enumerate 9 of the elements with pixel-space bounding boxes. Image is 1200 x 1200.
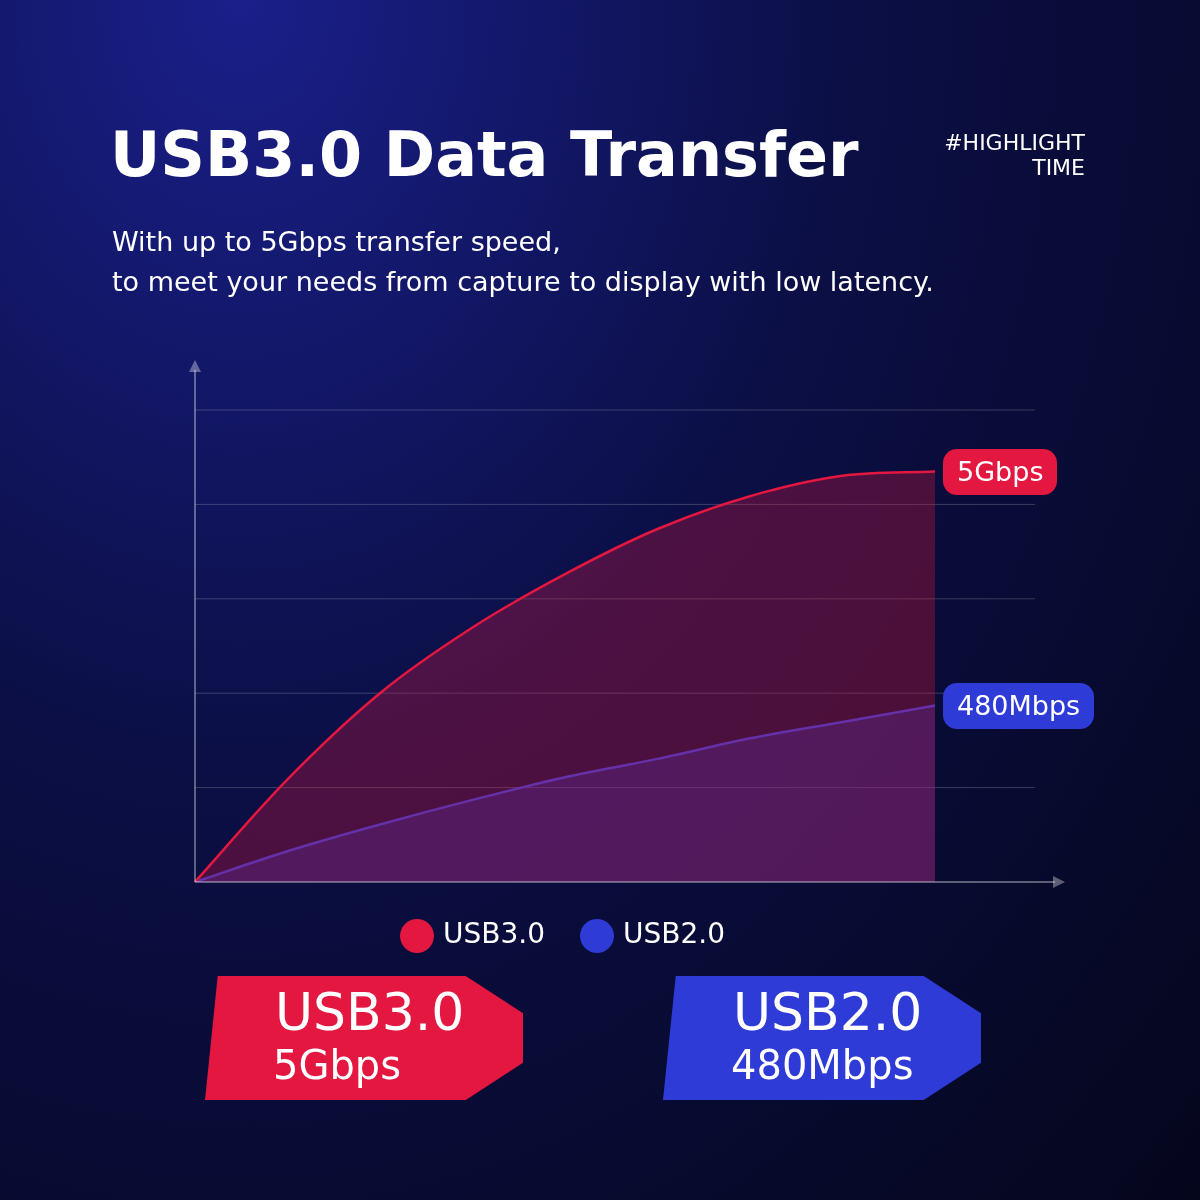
annotation: 5Gbps bbox=[943, 448, 1058, 495]
annotation: 480Mbps bbox=[943, 682, 1095, 729]
chart-subtitle: With up to 5Gbps transfer speed, to meet your needs from capture to display with low latency. bbox=[112, 225, 934, 299]
text: USB3.0 5Gbps bbox=[273, 982, 465, 1090]
text: USB2.0 480Mbps bbox=[731, 982, 923, 1090]
text: #HIGHLIGHT TIME bbox=[944, 130, 1085, 180]
legend-label: USB3.0 bbox=[442, 917, 546, 951]
chart-title: USB3.0 Data Transfer bbox=[110, 118, 859, 191]
legend-label: USB2.0 bbox=[623, 917, 726, 951]
